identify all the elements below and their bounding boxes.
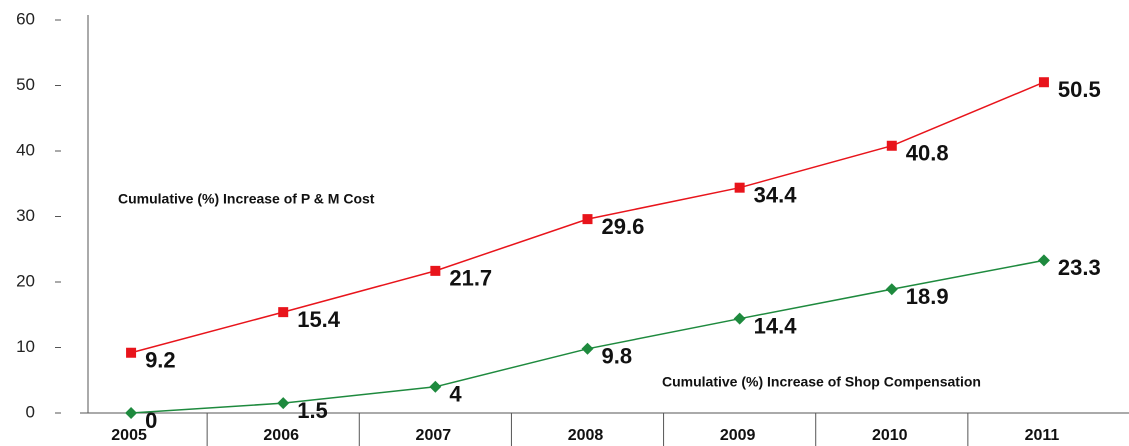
- x-tick-label: 2006: [263, 427, 299, 444]
- y-tick-label: 60: [16, 9, 35, 28]
- x-tick-label: 2010: [872, 427, 908, 444]
- marker: [278, 307, 289, 318]
- marker: [1037, 254, 1050, 267]
- y-tick-label: 30: [16, 206, 35, 225]
- data-label: 18.9: [906, 284, 949, 309]
- x-tick-label: 2011: [1025, 427, 1060, 444]
- data-label: 0: [145, 408, 157, 433]
- data-label: 34.4: [754, 182, 798, 207]
- marker: [429, 380, 442, 393]
- marker: [277, 397, 290, 410]
- data-label: 50.5: [1058, 77, 1101, 102]
- series-name: Cumulative (%) Increase of Shop Compensa…: [662, 374, 981, 390]
- y-tick-label: 50: [16, 75, 35, 94]
- marker: [430, 265, 441, 276]
- marker: [125, 407, 138, 419]
- data-label: 14.4: [754, 313, 798, 338]
- marker: [581, 342, 594, 355]
- data-label: 21.7: [449, 266, 492, 291]
- y-tick-label: 10: [16, 337, 35, 356]
- y-tick-label: 40: [16, 140, 35, 159]
- series-name: Cumulative (%) Increase of P & M Cost: [118, 191, 375, 207]
- data-label: 4: [449, 382, 462, 407]
- marker: [1038, 77, 1049, 88]
- marker: [885, 283, 898, 296]
- data-label: 29.6: [602, 214, 645, 239]
- x-tick-label: 2007: [416, 427, 452, 444]
- marker: [126, 347, 137, 358]
- marker: [734, 182, 745, 193]
- x-tick-label: 2009: [720, 427, 756, 444]
- x-tick-label: 2005: [111, 427, 147, 444]
- data-label: 9.8: [602, 344, 633, 369]
- data-label: 15.4: [297, 307, 341, 332]
- data-label: 9.2: [145, 348, 176, 373]
- data-label: 40.8: [906, 141, 949, 166]
- marker: [582, 214, 593, 225]
- marker: [886, 140, 897, 151]
- data-label: 1.5: [297, 398, 328, 423]
- y-tick-label: 0: [26, 402, 35, 421]
- data-label: 23.3: [1058, 255, 1101, 280]
- y-tick-label: 20: [16, 271, 35, 290]
- marker: [733, 312, 746, 325]
- x-tick-label: 2008: [568, 427, 604, 444]
